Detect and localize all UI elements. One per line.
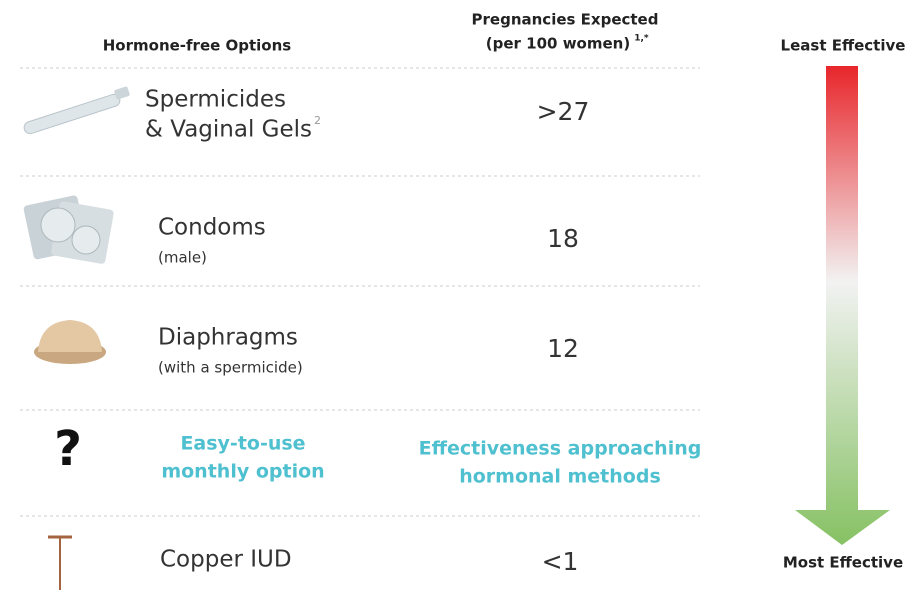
scale-label: Most Effective: [783, 554, 903, 572]
option-name: Easy-to-use: [180, 433, 305, 455]
value: 18: [547, 224, 579, 253]
footnote-ref: 2: [314, 114, 321, 127]
scale-label: Least Effective: [781, 37, 906, 55]
value: >27: [537, 97, 590, 126]
option-detail: (with a spermicide): [158, 359, 303, 377]
column-header: (per 100 women): [486, 35, 630, 53]
iud-icon: [48, 535, 72, 590]
column-header: Hormone-free Options: [103, 37, 292, 55]
question-icon: ?: [54, 421, 82, 477]
value: Effectiveness approaching: [419, 438, 702, 460]
option-name: & Vaginal Gels: [145, 117, 312, 143]
spermicide-icon: [23, 86, 130, 135]
option-detail: (male): [158, 249, 207, 267]
condom-icon: [23, 195, 114, 264]
value: <1: [542, 547, 579, 576]
option-name: Spermicides: [145, 87, 286, 113]
value: 12: [547, 334, 579, 363]
option-name: monthly option: [161, 461, 324, 483]
option-name: Condoms: [158, 215, 266, 241]
effectiveness-arrow: [795, 66, 890, 545]
diaphragm-icon: [34, 320, 106, 364]
column-header: Pregnancies Expected: [472, 11, 659, 29]
footnote-ref: 1,*: [634, 34, 649, 44]
option-name: Copper IUD: [160, 547, 292, 573]
option-name: Diaphragms: [158, 325, 298, 351]
value: hormonal methods: [459, 466, 661, 488]
